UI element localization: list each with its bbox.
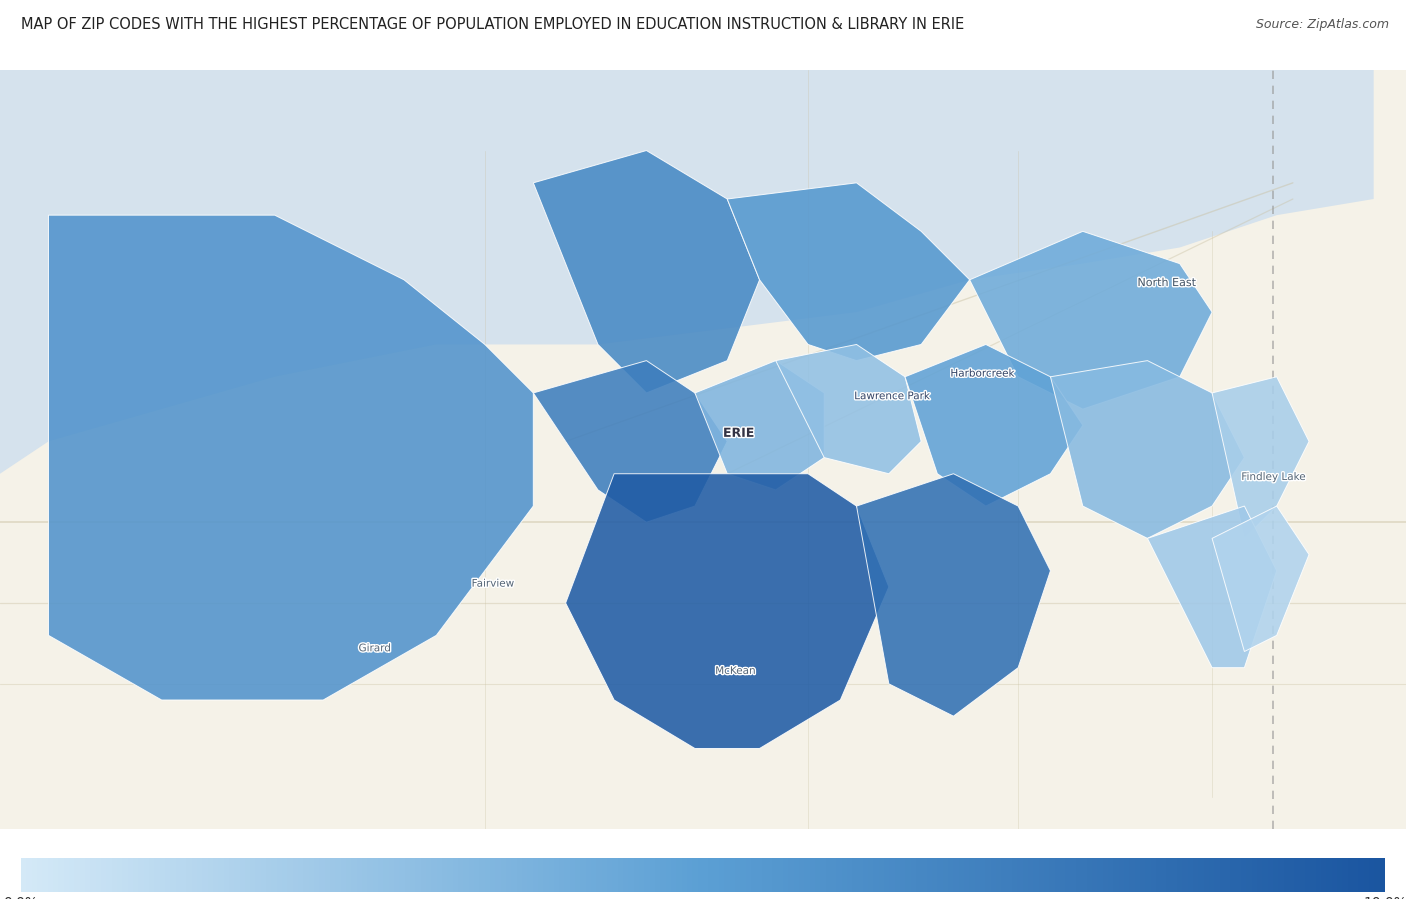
Text: McKean: McKean bbox=[716, 666, 755, 676]
Text: Source: ZipAtlas.com: Source: ZipAtlas.com bbox=[1256, 18, 1389, 31]
Polygon shape bbox=[856, 474, 1050, 717]
Polygon shape bbox=[1050, 360, 1244, 539]
Text: Fairview: Fairview bbox=[471, 579, 515, 589]
Polygon shape bbox=[905, 344, 1083, 506]
Text: North East: North East bbox=[1137, 278, 1197, 288]
Polygon shape bbox=[1147, 506, 1277, 668]
Polygon shape bbox=[565, 474, 889, 749]
Polygon shape bbox=[0, 70, 1374, 474]
Polygon shape bbox=[1212, 377, 1309, 539]
Polygon shape bbox=[48, 215, 533, 700]
Text: Harborcreek: Harborcreek bbox=[950, 369, 1015, 378]
Polygon shape bbox=[1212, 506, 1309, 652]
Text: Lawrence Park: Lawrence Park bbox=[855, 391, 929, 401]
Polygon shape bbox=[776, 344, 921, 474]
Text: Girard: Girard bbox=[359, 644, 391, 654]
Text: MAP OF ZIP CODES WITH THE HIGHEST PERCENTAGE OF POPULATION EMPLOYED IN EDUCATION: MAP OF ZIP CODES WITH THE HIGHEST PERCEN… bbox=[21, 17, 965, 32]
Polygon shape bbox=[0, 70, 1406, 829]
Polygon shape bbox=[533, 360, 727, 522]
Polygon shape bbox=[695, 360, 824, 490]
Text: Findley Lake: Findley Lake bbox=[1241, 472, 1306, 482]
Polygon shape bbox=[533, 150, 759, 393]
Text: ERIE: ERIE bbox=[723, 427, 754, 440]
Polygon shape bbox=[727, 182, 970, 360]
Polygon shape bbox=[970, 231, 1212, 409]
